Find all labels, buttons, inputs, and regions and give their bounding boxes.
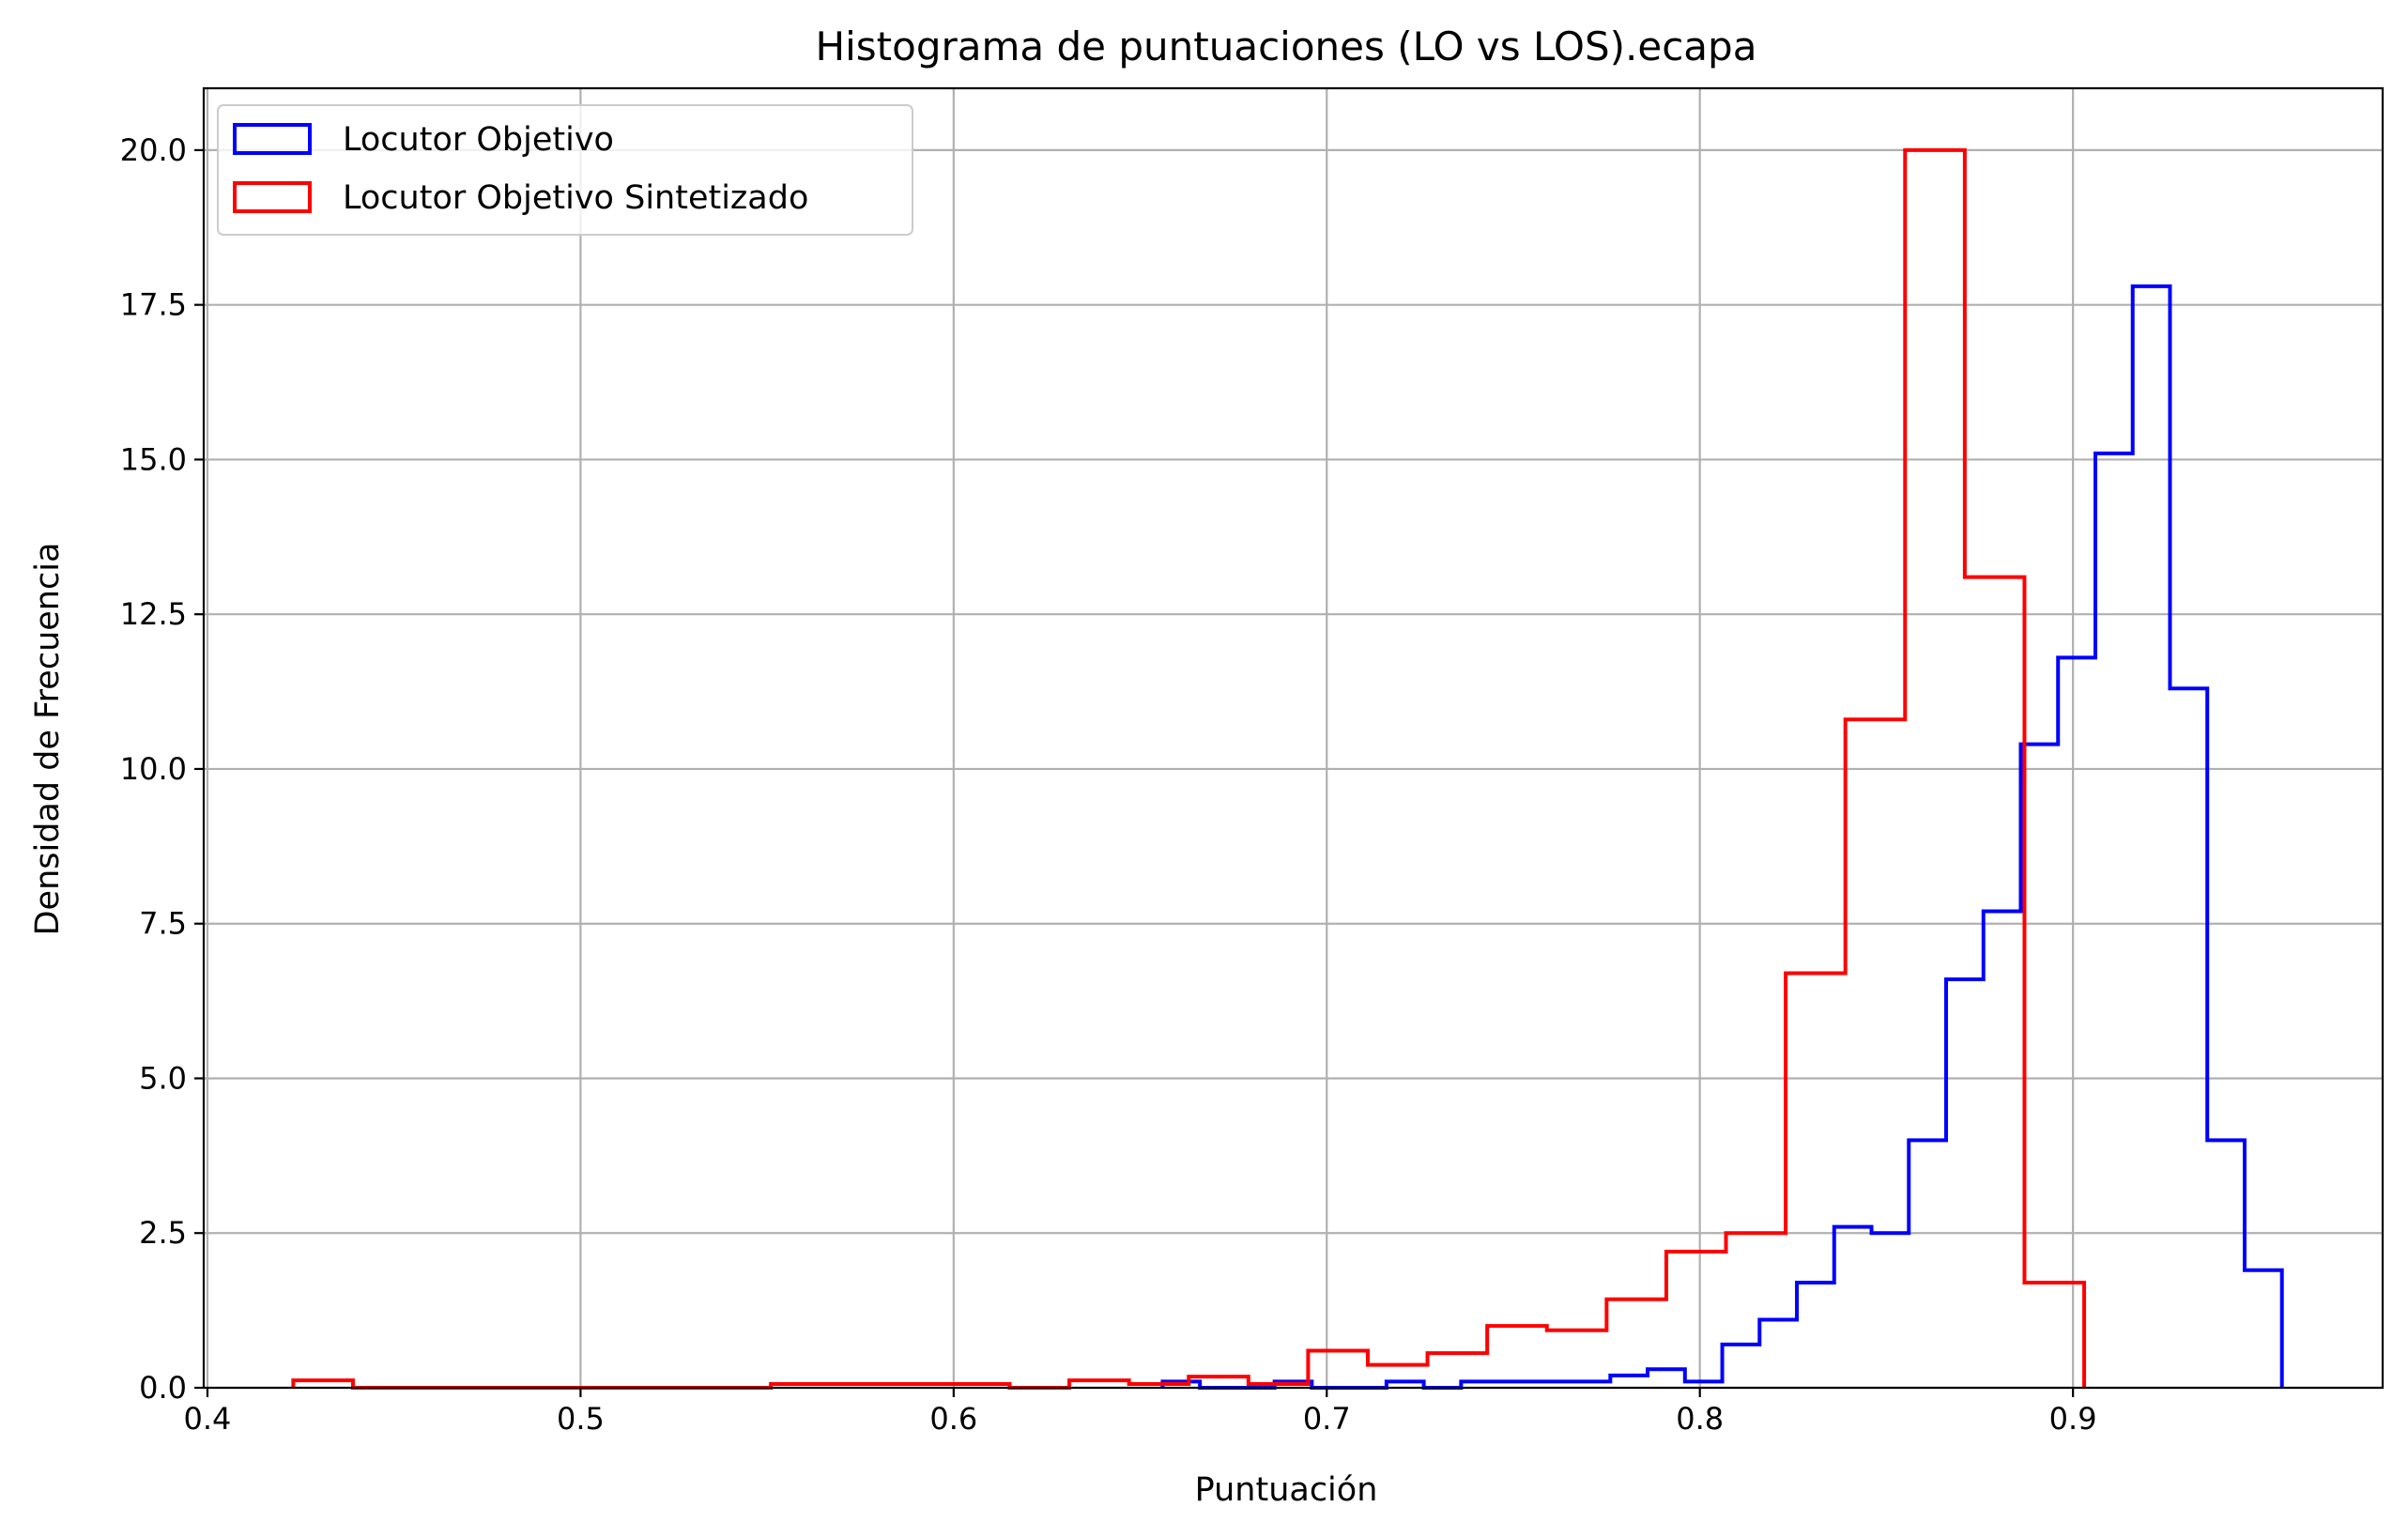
y-tick-label: 15.0 — [120, 441, 187, 477]
chart-title: Histograma de puntuaciones (LO vs LOS).e… — [816, 23, 1757, 69]
legend-box — [217, 104, 913, 236]
plot-area-frame — [202, 86, 2385, 1390]
legend: Locutor Objetivo Locutor Objetivo Sinteti… — [217, 104, 913, 236]
y-tick-label: 10.0 — [120, 751, 187, 787]
x-axis-ticks: 0.4 0.5 0.6 0.7 0.8 0.9 — [184, 1388, 2097, 1437]
x-axis-title: Puntuación — [1195, 1471, 1378, 1509]
y-tick-label: 12.5 — [120, 596, 187, 632]
y-tick-label: 0.0 — [139, 1370, 187, 1406]
y-axis-title: Densidad de Frecuencia — [29, 543, 67, 936]
legend-swatch — [233, 123, 312, 155]
y-tick-label: 17.5 — [120, 287, 187, 323]
legend-swatch — [233, 181, 312, 213]
x-tick-label: 0.4 — [184, 1401, 232, 1437]
x-tick-label: 0.5 — [557, 1401, 605, 1437]
x-tick-label: 0.6 — [929, 1401, 977, 1437]
y-tick-label: 20.0 — [120, 132, 187, 168]
x-tick-label: 0.8 — [1676, 1401, 1724, 1437]
x-tick-label: 0.9 — [2049, 1401, 2097, 1437]
y-tick-label: 7.5 — [139, 906, 187, 942]
y-tick-label: 5.0 — [139, 1060, 187, 1096]
legend-label: Locutor Objetivo Sintetizado — [343, 179, 808, 217]
legend-label: Locutor Objetivo — [343, 121, 614, 159]
y-tick-label: 2.5 — [139, 1215, 187, 1251]
y-axis-ticks: 0.0 2.5 5.0 7.5 10.0 12.5 15.0 17.5 20.0 — [120, 132, 204, 1406]
x-tick-label: 0.7 — [1303, 1401, 1351, 1437]
